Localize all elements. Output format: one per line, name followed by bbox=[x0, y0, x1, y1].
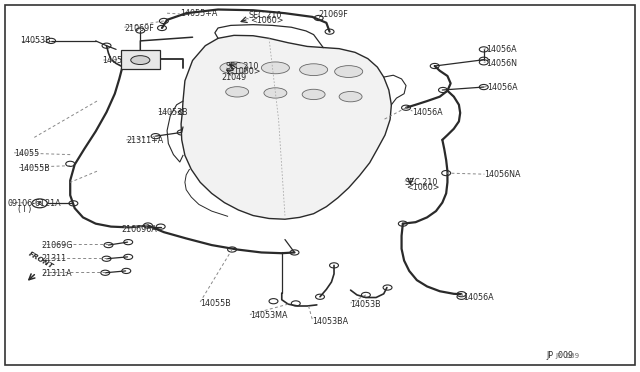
Text: 14055: 14055 bbox=[14, 150, 40, 158]
Text: 21069F: 21069F bbox=[124, 24, 154, 33]
Text: 14053BA: 14053BA bbox=[312, 317, 348, 326]
Ellipse shape bbox=[335, 65, 363, 77]
Text: 21069G: 21069G bbox=[42, 241, 73, 250]
Circle shape bbox=[136, 28, 145, 33]
Text: 21311: 21311 bbox=[42, 254, 67, 263]
Circle shape bbox=[291, 301, 300, 306]
Circle shape bbox=[430, 63, 439, 68]
Circle shape bbox=[69, 201, 78, 206]
Circle shape bbox=[383, 285, 392, 290]
Text: FRONT: FRONT bbox=[27, 251, 54, 270]
Circle shape bbox=[177, 130, 186, 135]
Circle shape bbox=[479, 47, 488, 52]
Text: 14053B: 14053B bbox=[157, 108, 188, 117]
Text: 14056A: 14056A bbox=[488, 83, 518, 92]
Text: 21311A: 21311A bbox=[42, 269, 72, 278]
Circle shape bbox=[325, 29, 334, 34]
Text: 14053B: 14053B bbox=[20, 36, 51, 45]
Text: SEC.210: SEC.210 bbox=[404, 178, 438, 187]
Ellipse shape bbox=[302, 89, 325, 100]
Text: B: B bbox=[38, 201, 42, 206]
Circle shape bbox=[438, 87, 447, 93]
Circle shape bbox=[479, 57, 488, 62]
Text: 14055+A: 14055+A bbox=[180, 9, 217, 19]
Ellipse shape bbox=[300, 64, 328, 76]
Circle shape bbox=[159, 18, 168, 23]
Text: 21049: 21049 bbox=[221, 73, 246, 81]
Circle shape bbox=[100, 270, 109, 275]
Text: <1060>: <1060> bbox=[227, 67, 260, 76]
Circle shape bbox=[124, 240, 132, 245]
Circle shape bbox=[179, 110, 188, 115]
Circle shape bbox=[398, 221, 407, 226]
Text: SEC.210: SEC.210 bbox=[226, 62, 259, 71]
Circle shape bbox=[316, 294, 324, 299]
Circle shape bbox=[457, 292, 466, 297]
FancyBboxPatch shape bbox=[120, 50, 160, 68]
Polygon shape bbox=[181, 35, 392, 219]
Text: JP  009: JP 009 bbox=[546, 351, 573, 360]
Circle shape bbox=[479, 60, 488, 65]
Circle shape bbox=[442, 170, 451, 176]
Circle shape bbox=[102, 256, 111, 261]
Text: 09106-6121A: 09106-6121A bbox=[8, 199, 61, 208]
Circle shape bbox=[157, 25, 166, 31]
Circle shape bbox=[151, 134, 160, 139]
Circle shape bbox=[122, 268, 131, 273]
Text: 14056A: 14056A bbox=[412, 108, 443, 117]
Circle shape bbox=[479, 84, 488, 90]
Text: 14053MA: 14053MA bbox=[250, 311, 287, 320]
Text: 14056A: 14056A bbox=[486, 45, 516, 54]
Text: 14053B: 14053B bbox=[351, 300, 381, 309]
Circle shape bbox=[290, 250, 299, 255]
Text: 21311+A: 21311+A bbox=[126, 137, 164, 145]
Ellipse shape bbox=[220, 62, 248, 74]
Text: 14055B: 14055B bbox=[19, 164, 50, 173]
Ellipse shape bbox=[339, 92, 362, 102]
Circle shape bbox=[32, 199, 47, 208]
Text: ( I ): ( I ) bbox=[18, 205, 31, 214]
Ellipse shape bbox=[226, 87, 248, 97]
Text: 210696A: 210696A bbox=[121, 225, 157, 234]
Circle shape bbox=[143, 223, 152, 228]
Text: SEC.210: SEC.210 bbox=[248, 11, 282, 20]
Circle shape bbox=[104, 243, 113, 248]
Circle shape bbox=[47, 38, 56, 44]
Circle shape bbox=[314, 15, 323, 20]
Circle shape bbox=[102, 43, 111, 48]
Ellipse shape bbox=[261, 62, 289, 74]
Circle shape bbox=[401, 105, 410, 110]
Ellipse shape bbox=[131, 56, 150, 64]
Circle shape bbox=[236, 48, 245, 53]
Ellipse shape bbox=[264, 88, 287, 98]
Text: <1060>: <1060> bbox=[406, 183, 440, 192]
Circle shape bbox=[362, 292, 371, 298]
Circle shape bbox=[221, 59, 230, 64]
Text: <1060>: <1060> bbox=[250, 16, 284, 25]
Circle shape bbox=[156, 224, 165, 229]
Circle shape bbox=[66, 161, 75, 166]
Text: 21069F: 21069F bbox=[319, 10, 348, 19]
Text: 14056N: 14056N bbox=[486, 58, 516, 68]
Circle shape bbox=[269, 299, 278, 304]
Text: 14055B: 14055B bbox=[200, 299, 231, 308]
Circle shape bbox=[124, 254, 132, 260]
Text: JP  009: JP 009 bbox=[556, 353, 580, 359]
Circle shape bbox=[457, 294, 466, 299]
Circle shape bbox=[228, 247, 237, 252]
Circle shape bbox=[330, 263, 339, 268]
Text: 14056NA: 14056NA bbox=[484, 170, 521, 179]
Text: 14056A: 14056A bbox=[463, 294, 494, 302]
Text: 14053M: 14053M bbox=[102, 56, 134, 65]
